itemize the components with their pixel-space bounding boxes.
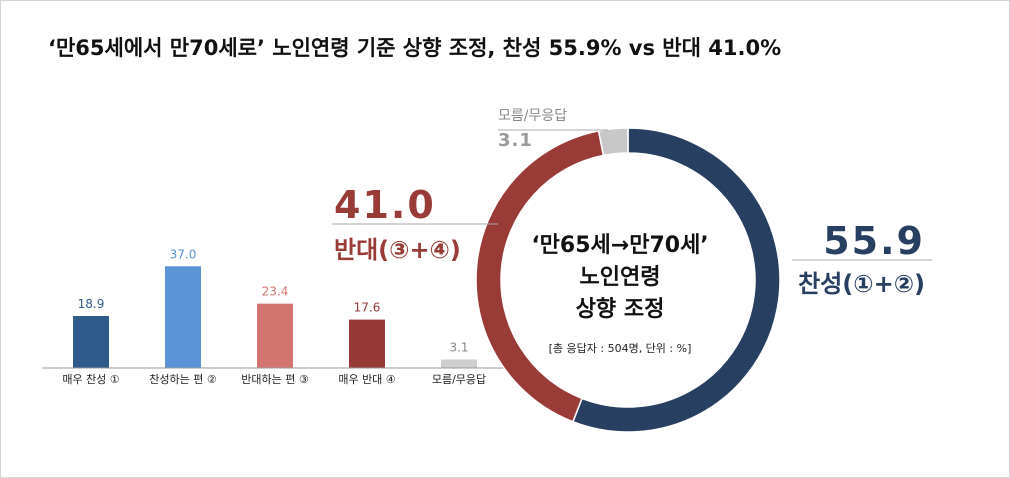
bar-value-label-1: 18.9 bbox=[78, 297, 105, 311]
disagree-slice-value: 41.0 bbox=[334, 183, 436, 227]
bar-category-labels: 매우 찬성 ① 찬성하는 편 ② 반대하는 편 ③ 매우 반대 ④ 모름/무응답 bbox=[62, 372, 486, 386]
bar-1 bbox=[73, 316, 109, 368]
donut-center-line-3: 상향 조정 bbox=[576, 297, 665, 322]
bar-value-label-2: 37.0 bbox=[170, 247, 197, 261]
bar-value-label-5: 3.1 bbox=[449, 340, 468, 354]
bar-category-label-5: 모름/무응답 bbox=[432, 373, 486, 386]
bar-3 bbox=[257, 303, 293, 368]
donut-slice-unknown bbox=[597, 127, 629, 157]
bar-value-label-4: 17.6 bbox=[354, 301, 381, 315]
unknown-slice-value: 3.1 bbox=[498, 130, 533, 151]
bar-category-label-2: 찬성하는 편 ② bbox=[149, 372, 217, 386]
donut-center-line-1: ‘만65세→만70세’ bbox=[531, 233, 708, 258]
donut-chart bbox=[475, 127, 781, 433]
bar-4 bbox=[349, 319, 385, 368]
agree-slice-label: 찬성(①+②) bbox=[798, 270, 925, 298]
unknown-slice-label: 모름/무응답 bbox=[498, 108, 567, 124]
bar-2 bbox=[165, 266, 201, 368]
bar-chart: 18.9 37.0 23.4 17.6 3.1 bbox=[73, 247, 477, 368]
chart-title: ‘만65세에서 만70세로’ 노인연령 기준 상향 조정, 찬성 55.9% v… bbox=[48, 36, 782, 60]
bar-5 bbox=[441, 359, 477, 368]
agree-slice-value: 55.9 bbox=[823, 219, 925, 263]
bar-category-label-1: 매우 찬성 ① bbox=[62, 372, 119, 386]
bar-value-label-3: 23.4 bbox=[262, 285, 289, 299]
donut-center-line-2: 노인연령 bbox=[580, 265, 661, 290]
bar-category-label-4: 매우 반대 ④ bbox=[338, 373, 395, 386]
disagree-slice-label: 반대(③+④) bbox=[334, 236, 461, 264]
bar-category-label-3: 반대하는 편 ③ bbox=[241, 372, 309, 386]
donut-note: [총 응답자 : 504명, 단위 : %] bbox=[549, 342, 692, 355]
